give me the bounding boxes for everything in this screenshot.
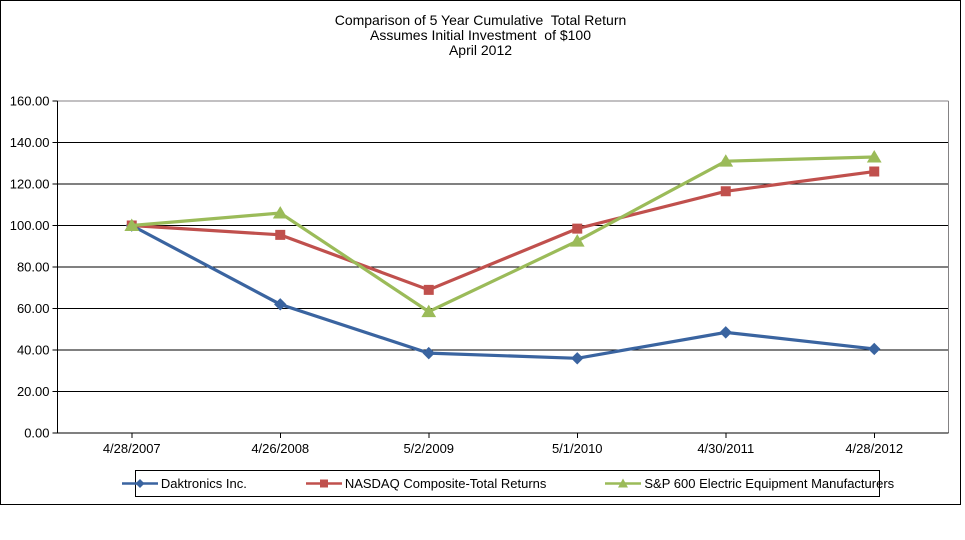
legend-marker-square-icon [305, 479, 342, 488]
y-axis-tick-label: 100.00 [10, 218, 50, 233]
x-axis-tick-label: 5/2/2009 [403, 441, 454, 456]
legend-marker-triangle-icon [605, 478, 642, 488]
series-marker-1-point-2 [423, 284, 434, 295]
series-line-1 [131, 169, 875, 292]
chart-title-line2: Assumes Initial Investment of $100 [370, 27, 591, 43]
series-marker-2-point-3 [569, 234, 585, 247]
chart-title-line3: April 2012 [448, 42, 513, 58]
legend-label-2: S&P 600 Electric Equipment Manufacturers [644, 476, 895, 491]
chart-outer-border [0, 0, 961, 505]
plot-area: 0.00 20.00 40.00 60.00 80.00 100.00 120.00 140.… [10, 94, 949, 456]
y-axis-tick-label: 20.00 [17, 384, 50, 399]
legend-label-0: Daktronics Inc. [160, 476, 247, 491]
series-marker-0-point-3 [571, 352, 584, 365]
series-marker-2-point-2 [421, 304, 437, 318]
series-line-2 [131, 155, 875, 314]
x-axis-tick-label: 5/1/2010 [552, 441, 603, 456]
series-marker-2-point-4 [718, 154, 734, 167]
series-marker-1-point-1 [275, 229, 286, 240]
series-marker-2-point-0 [124, 218, 140, 231]
series-marker-0-point-4 [719, 326, 732, 339]
legend-item-1: NASDAQ Composite-Total Returns [305, 476, 547, 491]
chart-title-line1: Comparison of 5 Year Cumulative Total Re… [334, 12, 627, 28]
series-marker-0-point-1 [274, 298, 287, 311]
legend-label-1: NASDAQ Composite-Total Returns [344, 476, 547, 491]
series-marker-1-point-5 [869, 166, 880, 177]
y-axis-tick-label: 0.00 [24, 426, 49, 441]
legend: Daktronics Inc. NASDAQ Composite-Total Re… [121, 470, 894, 497]
series-marker-0-point-2 [422, 346, 435, 360]
x-axis-tick-label: 4/30/2011 [697, 441, 754, 456]
legend-item-0: Daktronics Inc. [121, 476, 247, 491]
series-marker-1-point-4 [720, 186, 731, 197]
x-axis-tick-label: 4/28/2007 [103, 441, 161, 456]
y-axis-tick-label: 60.00 [17, 301, 50, 316]
series-marker-1-point-3 [572, 223, 583, 234]
y-axis-tick-label: 120.00 [10, 177, 50, 192]
x-axis-tick-label: 4/28/2012 [845, 441, 903, 456]
legend-marker-diamond-icon [121, 479, 158, 488]
y-axis-tick-label: 160.00 [10, 94, 50, 109]
legend-item-2: S&P 600 Electric Equipment Manufacturers [604, 476, 894, 491]
y-axis-tick-label: 40.00 [17, 343, 50, 358]
chart-title: Comparison of 5 Year Cumulative Total Re… [0, 13, 961, 58]
series-marker-2-point-1 [272, 206, 288, 219]
y-axis-tick-label: 80.00 [17, 260, 50, 275]
x-axis-tick-label: 4/26/2008 [251, 441, 309, 456]
series-marker-2-point-5 [866, 150, 882, 163]
series-line-0 [130, 224, 875, 360]
series-marker-0-point-5 [868, 342, 881, 356]
y-axis-tick-label: 140.00 [10, 135, 50, 150]
